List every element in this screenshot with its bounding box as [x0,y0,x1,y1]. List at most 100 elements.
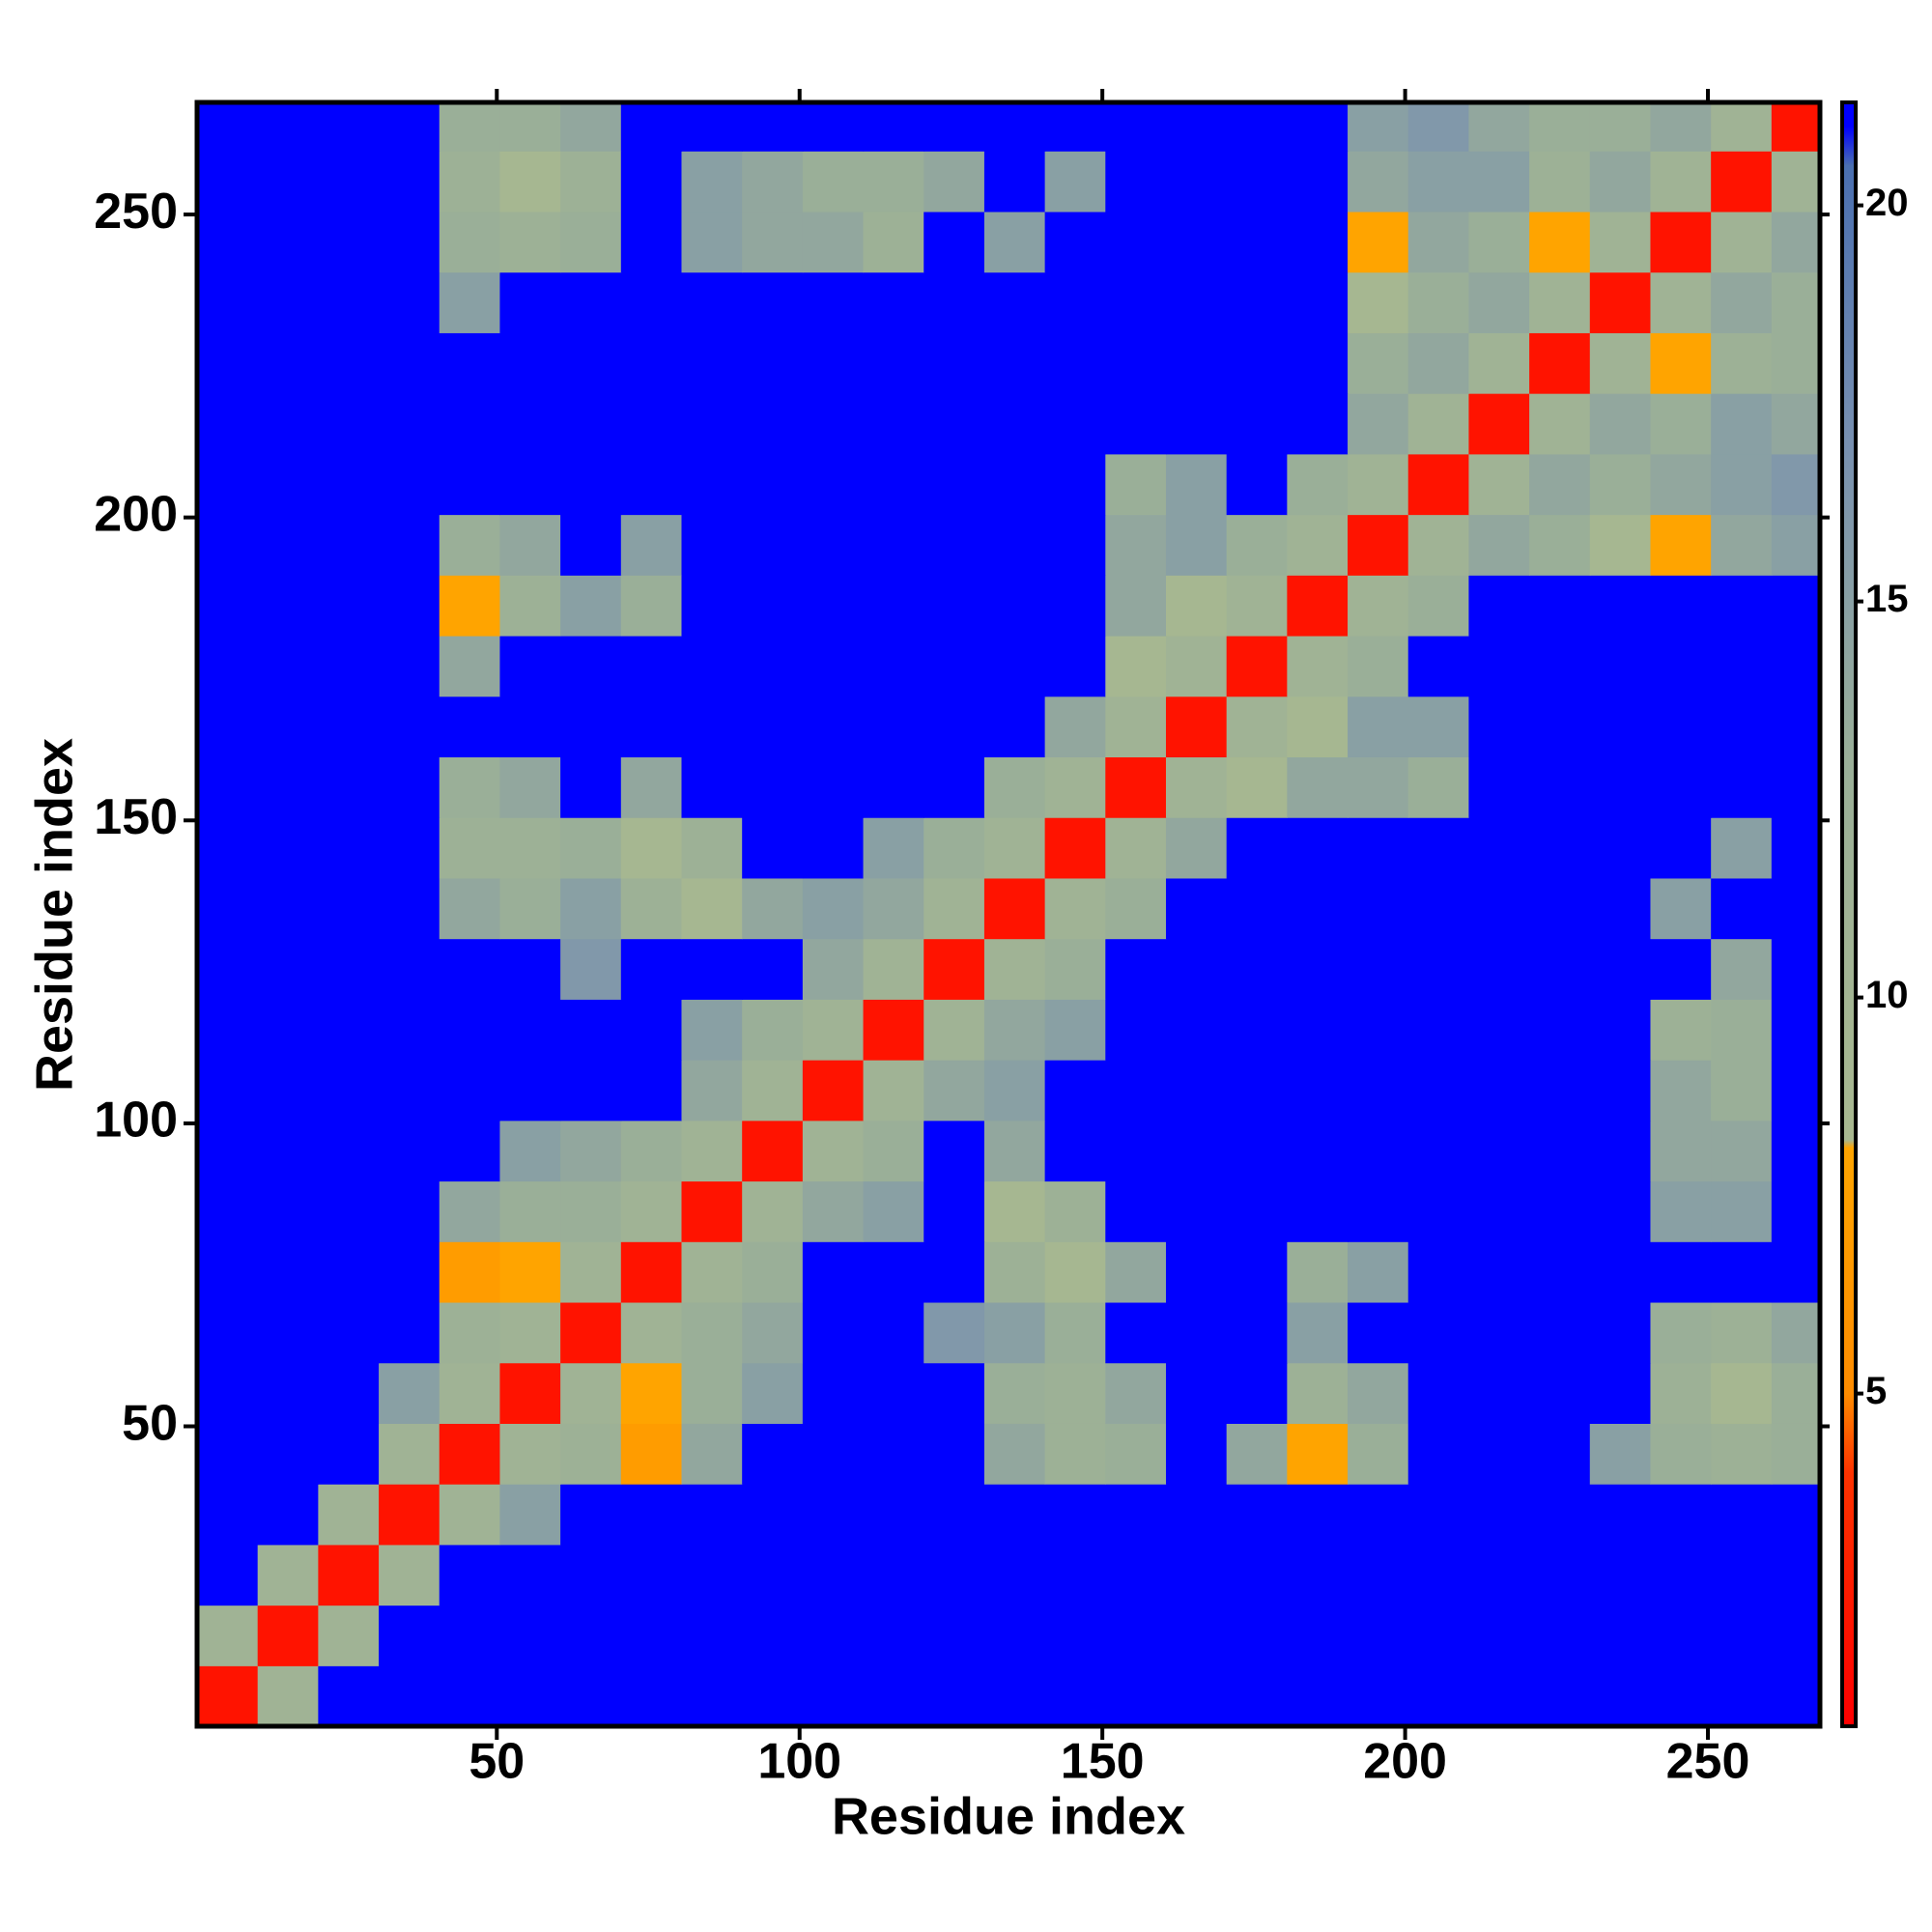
heatmap-cell [1407,393,1470,455]
heatmap-cell [318,1060,380,1122]
heatmap-cell [560,393,622,455]
heatmap-cell [560,271,622,333]
heatmap-cell [1044,393,1106,455]
heatmap-cell [620,1423,683,1485]
heatmap-cell [318,1484,380,1546]
heatmap-cell [802,1423,865,1485]
heatmap-cell [257,271,319,333]
heatmap-cell [1711,514,1773,576]
heatmap-cell [1771,1301,1821,1364]
heatmap-cell [1044,696,1106,758]
heatmap-cell [1529,1605,1591,1666]
heatmap-cell [1711,1060,1773,1122]
heatmap-cell [983,756,1046,818]
heatmap-cell [742,332,804,394]
heatmap-cell [257,1241,319,1303]
heatmap-cell [1044,1605,1106,1666]
heatmap-cell [439,1060,501,1122]
heatmap-cell [1529,1423,1591,1485]
heatmap-cell [1165,1362,1228,1424]
heatmap-cell [1348,151,1409,213]
heatmap-cell [1468,635,1530,697]
heatmap-cell [1407,1301,1470,1364]
heatmap-cell [742,756,804,818]
heatmap-cell [318,1362,380,1424]
heatmap-cell [863,575,924,637]
heatmap-cell [379,1605,440,1666]
heatmap-cell [742,211,804,273]
heatmap-cell [439,635,501,697]
heatmap-cell [1650,1605,1712,1666]
heatmap-cell [379,817,440,879]
heatmap-cell [257,1423,319,1485]
heatmap-cell [1529,1484,1591,1546]
heatmap-cell [1165,332,1228,394]
heatmap-cell [1589,817,1652,879]
heatmap-cell [257,1180,319,1242]
heatmap-cell [983,696,1046,758]
heatmap-cell [1348,877,1409,940]
heatmap-cell [620,514,683,576]
heatmap-cell [1105,151,1167,213]
heatmap-cell [1771,1665,1821,1727]
heatmap-cell [560,575,622,637]
heatmap-cell [620,817,683,879]
heatmap-cell [499,635,561,697]
heatmap-cell [197,877,259,940]
heatmap-cell [1468,1423,1530,1485]
heatmap-cell [923,1120,985,1182]
heatmap-cell [1468,151,1530,213]
heatmap-cell [1348,271,1409,333]
heatmap-cell [1407,1665,1470,1727]
heatmap-cell [1348,1120,1409,1182]
heatmap-cell [1529,756,1591,818]
heatmap-cell [439,102,501,152]
heatmap-cell [257,999,319,1061]
heatmap-cell [1711,1484,1773,1546]
heatmap-cell [620,1060,683,1122]
heatmap-cell [1468,1120,1530,1182]
heatmap-cell [1226,332,1288,394]
heatmap-cell [1348,1301,1409,1364]
heatmap-cell [257,1120,319,1182]
heatmap-cell [863,102,924,152]
heatmap-cell [681,211,743,273]
heatmap-cell [560,453,622,516]
heatmap-cell [863,696,924,758]
heatmap-cell [257,1301,319,1364]
heatmap-cell [379,1180,440,1242]
heatmap-cell [257,393,319,455]
heatmap-cell [1711,1301,1773,1364]
heatmap-cell [1468,696,1530,758]
heatmap-cell [1044,1180,1106,1242]
heatmap-cell [1348,1362,1409,1424]
heatmap-cell [863,817,924,879]
heatmap-cell [560,1180,622,1242]
heatmap-cell [1105,1241,1167,1303]
heatmap-cell [1287,1241,1349,1303]
heatmap-cell [499,1484,561,1546]
heatmap-cell [1165,151,1228,213]
heatmap-cell [1650,1301,1712,1364]
heatmap-cell [1771,938,1821,1000]
heatmap-cell [499,1544,561,1606]
heatmap-cell [802,877,865,940]
heatmap-cell [1407,211,1470,273]
heatmap-cell [1771,453,1821,516]
heatmap-cell [1407,332,1470,394]
heatmap-cell [1165,102,1228,152]
heatmap-cell [1650,817,1712,879]
heatmap-cell [1771,756,1821,818]
heatmap-cell [1711,393,1773,455]
heatmap-cell [1044,1544,1106,1606]
heatmap-cell [1589,1120,1652,1182]
colorbar-tick-label: 20 [1865,182,1909,224]
heatmap-cell [742,1605,804,1666]
heatmap-cell [1589,1423,1652,1485]
heatmap-cell [197,332,259,394]
heatmap-cell [379,211,440,273]
heatmap-cell [681,817,743,879]
heatmap-cell [439,575,501,637]
heatmap-cell [983,938,1046,1000]
heatmap-cell [620,211,683,273]
